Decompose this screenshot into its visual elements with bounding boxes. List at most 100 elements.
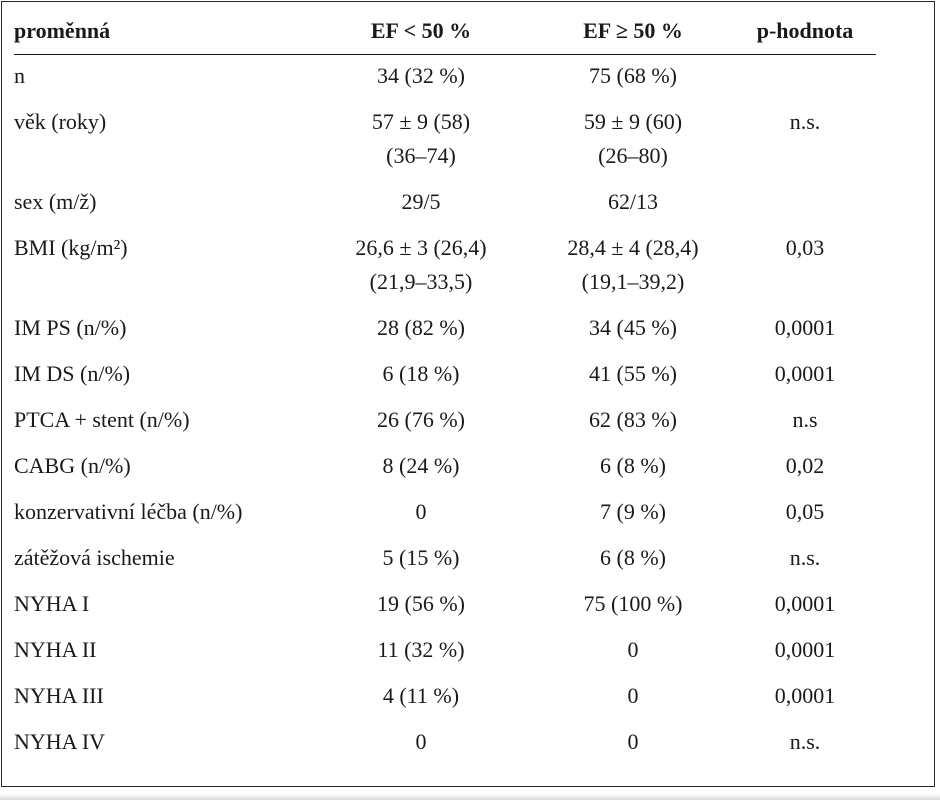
cell-line: 8 (24 %) (382, 453, 460, 478)
bottom-edge (0, 794, 940, 800)
cell-p-value: 0,0001 (774, 591, 836, 616)
header-p-value: p-hodnota (756, 18, 854, 43)
data-table: proměnná EF < 50 % EF ≥ 50 % p-hodnota n… (14, 12, 876, 767)
cell-ef-lt-50: 0 (310, 721, 532, 767)
table-row: konzervativní léčba (n/%) 0 7 (9 %) 0,05 (14, 491, 876, 537)
header-variable: proměnná (14, 18, 111, 43)
cell-line: 75 (100 %) (583, 591, 683, 616)
cell-ef-ge-50: 59 ± 9 (60) (26–80) (532, 101, 734, 181)
cell-ef-lt-50: 26 (76 %) (310, 399, 532, 445)
row-label: n (14, 63, 25, 88)
cell-ef-ge-50: 7 (9 %) (532, 491, 734, 537)
table-row: CABG (n/%) 8 (24 %) 6 (8 %) 0,02 (14, 445, 876, 491)
header-row: proměnná EF < 50 % EF ≥ 50 % p-hodnota (14, 12, 876, 54)
table-row: IM DS (n/%) 6 (18 %) 41 (55 %) 0,0001 (14, 353, 876, 399)
cell-line: 6 (8 %) (600, 545, 666, 570)
row-label: věk (roky) (14, 109, 107, 134)
row-label: NYHA II (14, 637, 97, 662)
cell-line: 26,6 ± 3 (26,4) (355, 235, 487, 260)
cell-p-value (734, 55, 876, 101)
table-row: sex (m/ž) 29/5 62/13 (14, 181, 876, 227)
cell-line: 59 ± 9 (60) (583, 109, 683, 134)
header-rule (14, 54, 876, 55)
cell-p-value: n.s. (789, 109, 821, 134)
header-divider (14, 54, 876, 55)
table-row: BMI (kg/m²) 26,6 ± 3 (26,4) (21,9–33,5) 28,… (14, 227, 876, 307)
cell-p-value: 0,03 (785, 235, 825, 260)
cell-ef-ge-50: 34 (45 %) (532, 307, 734, 353)
cell-line: 26 (76 %) (377, 407, 465, 432)
cell-ef-lt-50: 4 (11 %) (310, 675, 532, 721)
cell-ef-lt-50: 28 (82 %) (310, 307, 532, 353)
cell-ef-lt-50: 26,6 ± 3 (26,4) (21,9–33,5) (310, 227, 532, 307)
table-row: n 34 (32 %) 75 (68 %) (14, 55, 876, 101)
cell-ef-lt-50: 8 (24 %) (310, 445, 532, 491)
cell-line: 6 (18 %) (382, 361, 460, 386)
header-ef-ge-50: EF ≥ 50 % (583, 18, 683, 43)
table-row: NYHA II 11 (32 %) 0 0,0001 (14, 629, 876, 675)
cell-line: 0 (627, 729, 639, 754)
cell-line: 0 (415, 729, 427, 754)
row-label: CABG (n/%) (14, 453, 131, 478)
cell-line: (19,1–39,2) (581, 269, 685, 294)
cell-ef-lt-50: 34 (32 %) (310, 55, 532, 101)
cell-ef-lt-50: 11 (32 %) (310, 629, 532, 675)
cell-ef-ge-50: 0 (532, 721, 734, 767)
cell-p-value: n.s. (789, 545, 821, 570)
cell-p-value: 0,0001 (774, 637, 836, 662)
cell-ef-lt-50: 57 ± 9 (58) (36–74) (310, 101, 532, 181)
cell-p-value: n.s. (789, 729, 821, 754)
cell-line: 7 (9 %) (600, 499, 666, 524)
cell-ef-ge-50: 28,4 ± 4 (28,4) (19,1–39,2) (532, 227, 734, 307)
cell-ef-ge-50: 62 (83 %) (532, 399, 734, 445)
row-label: NYHA I (14, 591, 90, 616)
row-label: zátěžová ischemie (14, 545, 175, 570)
cell-line: 41 (55 %) (589, 361, 677, 386)
row-label: IM PS (n/%) (14, 315, 127, 340)
table-row: věk (roky) 57 ± 9 (58) (36–74) 59 ± 9 (60) (… (14, 101, 876, 181)
cell-line: 4 (11 %) (382, 683, 460, 708)
table-row: zátěžová ischemie 5 (15 %) 6 (8 %) n.s. (14, 537, 876, 583)
cell-p-value: 0,0001 (774, 683, 836, 708)
cell-ef-ge-50: 75 (68 %) (532, 55, 734, 101)
row-label: PTCA + stent (n/%) (14, 407, 190, 432)
cell-p-value: 0,02 (785, 453, 825, 478)
cell-ef-ge-50: 6 (8 %) (532, 537, 734, 583)
cell-p-value: 0,05 (785, 499, 825, 524)
row-label: NYHA IV (14, 729, 106, 754)
cell-line: 34 (45 %) (589, 315, 677, 340)
cell-ef-lt-50: 5 (15 %) (310, 537, 532, 583)
table-frame (1, 1, 935, 787)
header-ef-lt-50: EF < 50 % (370, 18, 472, 43)
cell-line: 6 (8 %) (600, 453, 666, 478)
cell-ef-lt-50: 19 (56 %) (310, 583, 532, 629)
cell-p-value: 0,0001 (774, 315, 836, 340)
cell-line: 34 (32 %) (377, 63, 465, 88)
cell-ef-lt-50: 6 (18 %) (310, 353, 532, 399)
cell-ef-lt-50: 29/5 (310, 181, 532, 227)
cell-line: 0 (415, 499, 427, 524)
cell-ef-ge-50: 62/13 (532, 181, 734, 227)
row-label: konzervativní léčba (n/%) (14, 499, 243, 524)
cell-line: (21,9–33,5) (369, 269, 473, 294)
cell-ef-ge-50: 6 (8 %) (532, 445, 734, 491)
cell-ef-ge-50: 75 (100 %) (532, 583, 734, 629)
table-row: IM PS (n/%) 28 (82 %) 34 (45 %) 0,0001 (14, 307, 876, 353)
cell-line: 5 (15 %) (382, 545, 460, 570)
cell-p-value (734, 181, 876, 227)
cell-p-value: 0,0001 (774, 361, 836, 386)
row-label: BMI (kg/m²) (14, 235, 128, 260)
row-label: NYHA III (14, 683, 104, 708)
table-row: NYHA I 19 (56 %) 75 (100 %) 0,0001 (14, 583, 876, 629)
table-row: PTCA + stent (n/%) 26 (76 %) 62 (83 %) n.s (14, 399, 876, 445)
cell-line: 62/13 (607, 189, 659, 214)
cell-line: (36–74) (386, 143, 456, 168)
cell-ef-ge-50: 0 (532, 629, 734, 675)
cell-line: 19 (56 %) (377, 591, 465, 616)
cell-line: 29/5 (401, 189, 441, 214)
table-header: proměnná EF < 50 % EF ≥ 50 % p-hodnota (14, 12, 876, 55)
cell-p-value: n.s (792, 407, 818, 432)
table-row: NYHA IV 0 0 n.s. (14, 721, 876, 767)
cell-line: 28,4 ± 4 (28,4) (567, 235, 699, 260)
cell-ef-lt-50: 0 (310, 491, 532, 537)
